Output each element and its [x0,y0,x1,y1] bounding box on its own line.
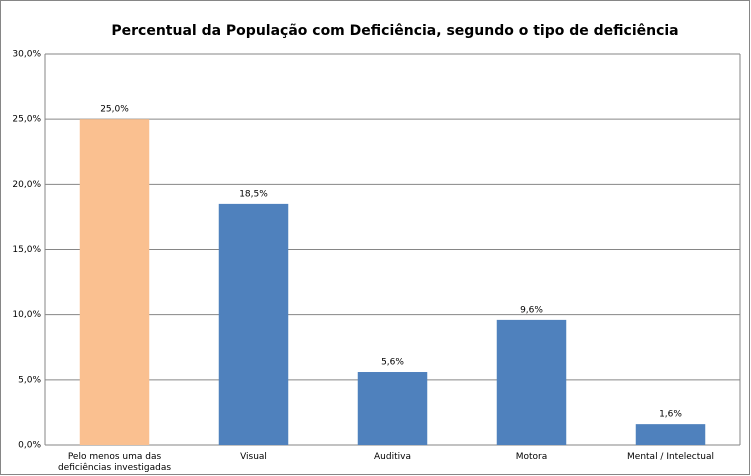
y-tick-label: 10,0% [12,310,41,320]
bar [496,319,567,445]
value-label: 25,0% [100,105,129,115]
y-tick-label: 20,0% [12,180,41,190]
value-label: 18,5% [239,189,268,199]
bar [357,372,428,445]
y-tick-label: 5,0% [18,375,41,385]
y-tick-label: 0,0% [18,441,41,451]
x-tick-label: Visual [240,452,267,462]
y-tick-label: 15,0% [12,245,41,255]
chart-title: Percentual da População com Deficiência,… [111,23,678,39]
y-tick-label: 30,0% [12,50,41,60]
x-tick-label: Pelo menos uma das deficiências investig… [57,452,172,473]
bar [635,424,706,445]
bar [218,203,289,445]
x-tick-label: Motora [515,452,548,462]
y-tick-label: 25,0% [12,115,41,125]
value-label: 5,6% [381,358,404,368]
value-label: 1,6% [659,410,682,420]
x-tick-label: Auditiva [374,452,411,462]
x-tick-label: Mental / Intelectual [627,452,714,462]
value-label: 9,6% [520,305,543,315]
bar [79,119,150,446]
